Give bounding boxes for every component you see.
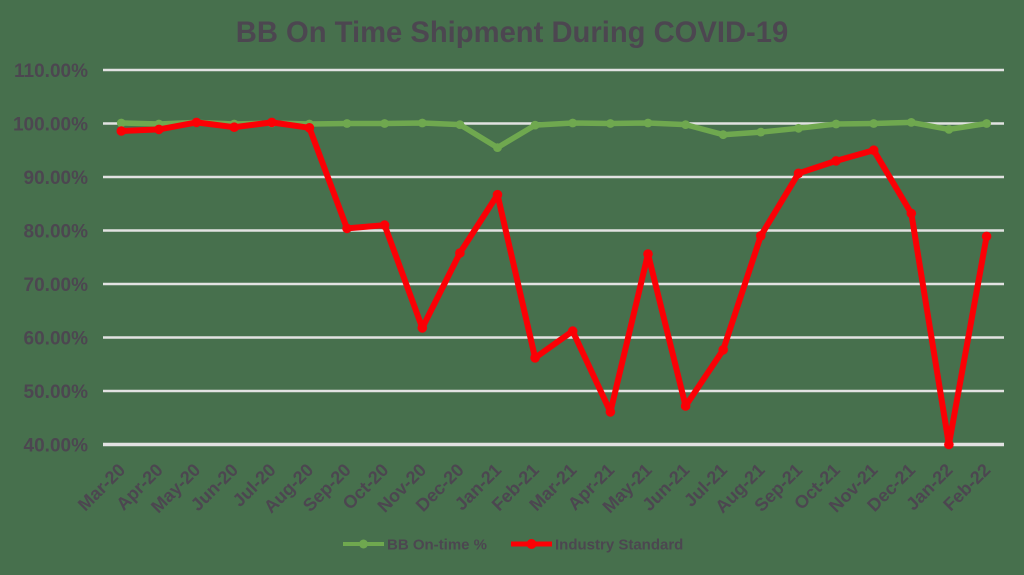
- svg-text:50.00%: 50.00%: [24, 382, 89, 403]
- svg-text:110.00%: 110.00%: [14, 61, 88, 82]
- svg-text:Industry Standard: Industry Standard: [555, 537, 683, 554]
- svg-text:70.00%: 70.00%: [24, 275, 89, 296]
- svg-text:BB On-time %: BB On-time %: [387, 537, 487, 554]
- svg-text:80.00%: 80.00%: [24, 222, 89, 243]
- svg-text:40.00%: 40.00%: [24, 436, 89, 457]
- svg-text:100.00%: 100.00%: [13, 115, 88, 136]
- svg-text:BB On Time Shipment During COV: BB On Time Shipment During COVID-19: [236, 17, 788, 49]
- svg-text:90.00%: 90.00%: [24, 168, 89, 189]
- svg-text:60.00%: 60.00%: [24, 329, 89, 350]
